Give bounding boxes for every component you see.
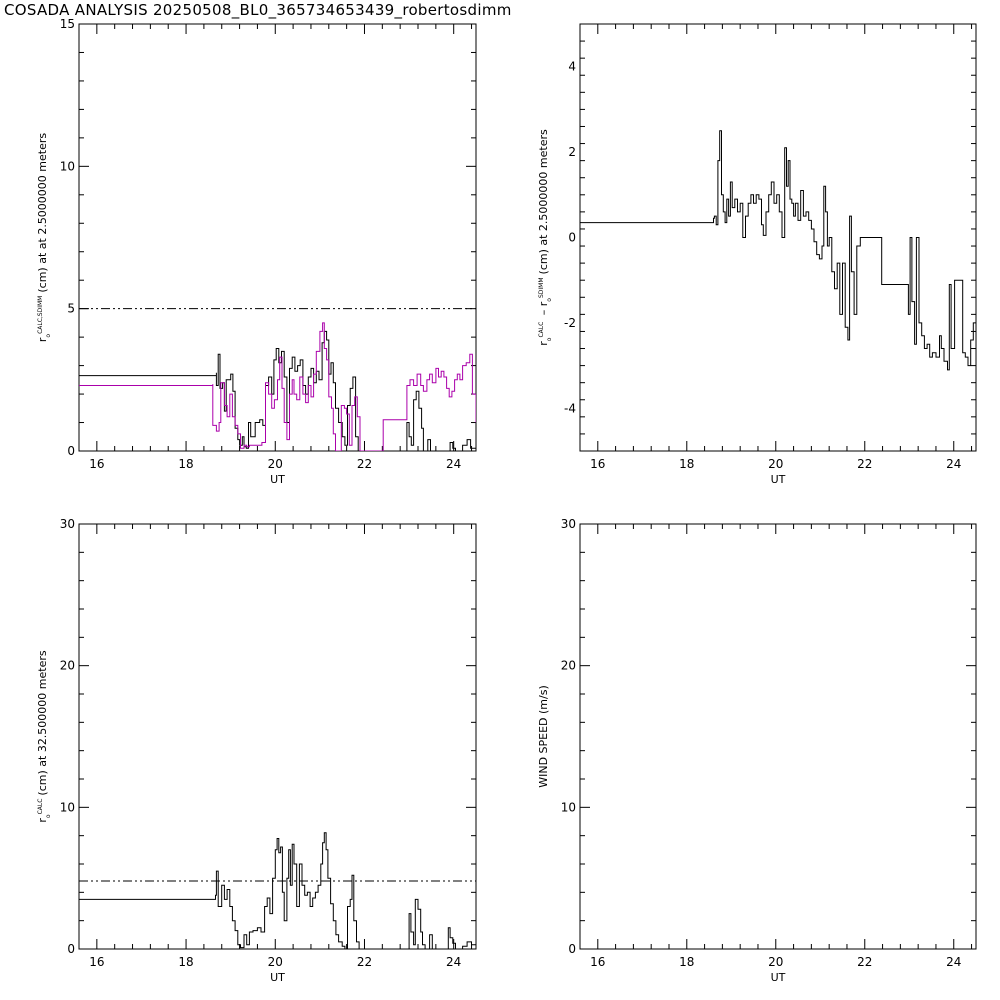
x-tick-label: 18 <box>679 955 694 969</box>
series-line-2 <box>79 322 476 451</box>
chart-panel-bottom-left: 16 18 20 22 24 0 10 20 30 UT roCALC (cm) at 32.5000… <box>36 517 477 984</box>
x-tick-label: 18 <box>178 955 193 969</box>
plot-frame <box>579 523 977 950</box>
y-tick-label: 10 <box>561 800 576 814</box>
x-tick-label: 20 <box>268 457 283 471</box>
chart-panel-bottom-right: 16 18 20 22 24 0 10 20 30 UT WIND SPEED (m/s) <box>537 517 977 984</box>
y-axis-label-sub: o <box>45 814 52 818</box>
x-axis-label: UT <box>270 473 285 486</box>
x-tick-label: 18 <box>679 457 694 471</box>
x-tick-label: 22 <box>857 457 872 471</box>
y-tick-label: 20 <box>60 659 75 673</box>
y-axis-label-sub: o <box>45 334 52 338</box>
y-axis-label-sup: CALC <box>538 322 545 338</box>
x-tick-label: 16 <box>89 955 104 969</box>
y-axis-label-sub: o <box>546 337 553 341</box>
y-axis-label: WIND SPEED (m/s) <box>537 685 550 788</box>
y-tick-label: 5 <box>67 302 75 316</box>
y-axis-label-prefix: WIND SPEED (m/s) <box>537 685 550 788</box>
x-tick-label: 16 <box>590 955 605 969</box>
x-tick-label: 16 <box>89 457 104 471</box>
x-axis-label: UT <box>771 473 786 486</box>
y-tick-label: -2 <box>564 316 576 330</box>
y-axis-label: roCALC,SDIMM (cm) at at 2.5000000 meters <box>36 133 52 343</box>
plot-frame <box>78 23 477 452</box>
x-tick-label: 16 <box>590 457 605 471</box>
x-axis-label: UT <box>771 971 786 984</box>
y-tick-label: 0 <box>568 942 576 956</box>
y-tick-label: 2 <box>568 145 576 159</box>
x-tick-label: 22 <box>857 955 872 969</box>
plot-frame <box>579 23 977 452</box>
y-tick-label: 0 <box>67 942 75 956</box>
y-tick-label: 0 <box>67 444 75 458</box>
y-axis-label-sup: CALC,SDIMM <box>37 296 44 334</box>
x-tick-label: 18 <box>178 457 193 471</box>
series-line-1 <box>580 130 976 371</box>
x-tick-label: 24 <box>446 955 461 969</box>
x-tick-label: 20 <box>268 955 283 969</box>
y-tick-label: 4 <box>568 60 576 74</box>
y-tick-label: -4 <box>564 401 576 415</box>
y-tick-label: 0 <box>568 231 576 245</box>
x-axis-label: UT <box>270 971 285 984</box>
y-axis-label-sup2: SDIMM <box>538 277 545 298</box>
y-axis-label-prefix: r <box>36 337 49 342</box>
series-line-1 <box>79 832 476 949</box>
y-axis-label-suffix: (cm) at 2.5000000 meters <box>537 129 550 274</box>
chart-panel-top-left: 16 18 20 22 24 0 5 10 15 UT roCALC,SDIMM (cm) at at… <box>36 17 477 486</box>
x-tick-label: 22 <box>357 955 372 969</box>
x-tick-label: 24 <box>446 457 461 471</box>
y-axis-label-prefix: r <box>36 818 49 823</box>
x-tick-label: 20 <box>768 457 783 471</box>
y-tick-label: 15 <box>60 17 75 31</box>
y-axis-label-suffix: (cm) at 32.500000 meters <box>36 650 49 795</box>
y-axis-label-prefix: r <box>537 341 550 346</box>
y-tick-label: 30 <box>561 517 576 531</box>
x-tick-label: 24 <box>946 457 961 471</box>
y-axis-label: roCALC (cm) at 32.500000 meters <box>36 650 52 822</box>
series-group <box>79 832 476 949</box>
page-title: COSADA ANALYSIS 20250508_BL0_36573465343… <box>4 1 512 19</box>
x-tick-label: 22 <box>357 457 372 471</box>
y-tick-label: 20 <box>561 659 576 673</box>
y-axis-label-suffix: (cm) at at 2.5000000 meters <box>36 133 49 293</box>
y-tick-label: 10 <box>60 159 75 173</box>
x-tick-label: 24 <box>946 955 961 969</box>
x-tick-label: 20 <box>768 955 783 969</box>
y-axis-label-sup: CALC <box>37 799 44 815</box>
y-axis-label-mid: – r <box>537 301 550 318</box>
y-tick-label: 30 <box>60 517 75 531</box>
series-group <box>580 130 976 371</box>
y-tick-label: 10 <box>60 800 75 814</box>
series-group <box>79 322 476 451</box>
y-axis-label-sub2: o <box>546 298 553 302</box>
plot-frame <box>78 523 477 950</box>
y-axis-label: roCALC – roSDIMM(cm) at 2.5000000 meters <box>537 129 553 346</box>
